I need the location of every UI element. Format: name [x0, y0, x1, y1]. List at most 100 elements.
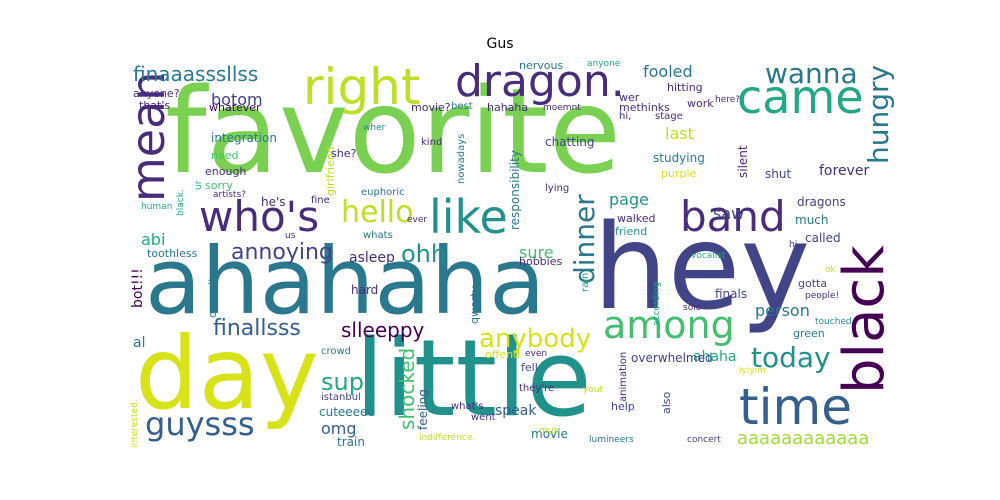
- word-ohh: ohh: [401, 240, 447, 268]
- word-that-s: that's: [139, 99, 171, 112]
- word-lumineers: lumineers: [589, 435, 634, 445]
- word-hello: hello: [341, 195, 414, 230]
- word-fine: fine: [311, 195, 330, 206]
- word-little: little: [355, 317, 592, 440]
- word-responsibility: responsibility: [508, 150, 522, 230]
- word-ur: ur: [194, 180, 204, 190]
- word-crowd: crowd: [321, 346, 352, 357]
- word-guysss: guysss: [145, 405, 255, 443]
- word-like: like: [429, 190, 508, 244]
- word-went: went: [471, 412, 496, 423]
- word-called: called: [805, 231, 841, 245]
- word-anyone-q: anyone?: [133, 87, 180, 100]
- word-feeling: feeling: [416, 389, 430, 430]
- word-last: last: [665, 124, 694, 143]
- word-bot: bot!!!: [130, 268, 146, 308]
- word-concert: concert: [687, 435, 721, 445]
- word-hard: hard: [351, 283, 379, 297]
- word-wer: wer: [619, 91, 640, 104]
- word-hi: hi,: [619, 111, 632, 122]
- word-lying: lying: [545, 183, 570, 194]
- word-band: band: [680, 192, 786, 241]
- word-came: came: [737, 70, 864, 124]
- word-annoying: annoying: [231, 240, 333, 265]
- word-person: person: [755, 301, 810, 320]
- word-dinner: dinner: [568, 194, 601, 284]
- word-indifference: indifference.: [419, 433, 476, 443]
- word-hahaha: hahaha: [487, 101, 529, 114]
- word-who-s: who's: [199, 192, 320, 241]
- word-people: people!: [805, 291, 840, 301]
- word-here-q: here?: [715, 95, 741, 105]
- word-ever: ever: [407, 215, 428, 225]
- word-purple: purple: [661, 167, 697, 180]
- word-finaaasssllss: finaaasssllss: [133, 62, 259, 86]
- word-sup: sup: [321, 368, 364, 396]
- word-hey: hey: [593, 198, 811, 336]
- word-moemnt: moemnt: [543, 103, 581, 113]
- word-vocalist: vocalist: [691, 251, 726, 261]
- word-dragons: dragons: [797, 195, 846, 209]
- word-nowadays: nowadays: [456, 133, 467, 184]
- word-us: us: [285, 231, 296, 241]
- word-finallsss: finallsss: [213, 316, 301, 341]
- word-they-re: they're: [519, 383, 555, 394]
- word-human: human: [141, 202, 173, 212]
- word-today: today: [751, 341, 831, 374]
- word-black-dot: black.: [176, 189, 186, 216]
- word-much: much: [795, 213, 829, 227]
- word-movie-q: movie?: [411, 101, 451, 114]
- word-speak: speak: [495, 403, 537, 419]
- word-musi: musi: [539, 426, 561, 436]
- word-methinks: methinks: [619, 101, 670, 114]
- word-best: best: [451, 101, 473, 112]
- word-hi2: hi: [789, 240, 798, 250]
- word-wher: wher: [363, 123, 386, 133]
- word-integration: integration: [211, 131, 277, 145]
- word-hitting: hitting: [667, 81, 703, 94]
- word-among: among: [603, 303, 735, 347]
- word-walked: walked: [617, 212, 656, 225]
- word-dragon: dragon.: [455, 56, 625, 107]
- word-abi: abi: [141, 230, 166, 249]
- word-botom: botom: [211, 90, 263, 109]
- word-stage: stage: [655, 111, 683, 122]
- word-solo: solo: [683, 303, 702, 313]
- word-istanbul: i̇stanbul: [321, 392, 361, 403]
- chart-title: Gus: [486, 36, 514, 52]
- word-touched: touched: [815, 317, 852, 327]
- word-overwhelmed: overwhelmed: [631, 351, 713, 365]
- word-kind: kind: [421, 137, 443, 148]
- word-whatever: whatever: [209, 101, 261, 114]
- word-sorry: sorry: [205, 179, 233, 192]
- word-ahaha: ahaha: [693, 349, 737, 365]
- word-studying: studying: [653, 151, 705, 165]
- word-enough: enough: [205, 165, 247, 178]
- word-anyone: anyone: [587, 59, 621, 69]
- word-silent: silent: [736, 145, 750, 178]
- word-gotta: gotta: [798, 277, 828, 290]
- word-cuteeeee: cuteeeee: [319, 405, 375, 419]
- word-what-s: what's: [451, 401, 484, 412]
- word-offend: offend: [485, 348, 521, 361]
- word-day: day: [135, 315, 319, 432]
- word-fell: fell: [521, 361, 538, 374]
- word-help: help: [611, 400, 635, 413]
- word-shocked: shocked: [395, 347, 419, 430]
- word-saw: saw: [713, 204, 745, 223]
- word-he-s: he's: [261, 195, 286, 209]
- word-ok: ok: [825, 265, 836, 275]
- word-green: green: [793, 327, 825, 340]
- word-yout: yout: [583, 385, 604, 395]
- word-according: according: [652, 281, 662, 326]
- word-iyiyim: iyiyim: [739, 366, 766, 376]
- word-hungry: hungry: [862, 64, 895, 164]
- word-rain: rain: [580, 272, 591, 292]
- word-fooled: fooled: [643, 62, 693, 81]
- word-al: al: [133, 335, 146, 351]
- word-aaaaaaaaaaaa: aaaaaaaaaaaa: [737, 428, 870, 449]
- word-slleeppy: slleeppy: [341, 318, 425, 342]
- word-need: need: [211, 149, 239, 162]
- word-time: time: [739, 378, 852, 436]
- word-hobbies: hobbies: [519, 255, 563, 268]
